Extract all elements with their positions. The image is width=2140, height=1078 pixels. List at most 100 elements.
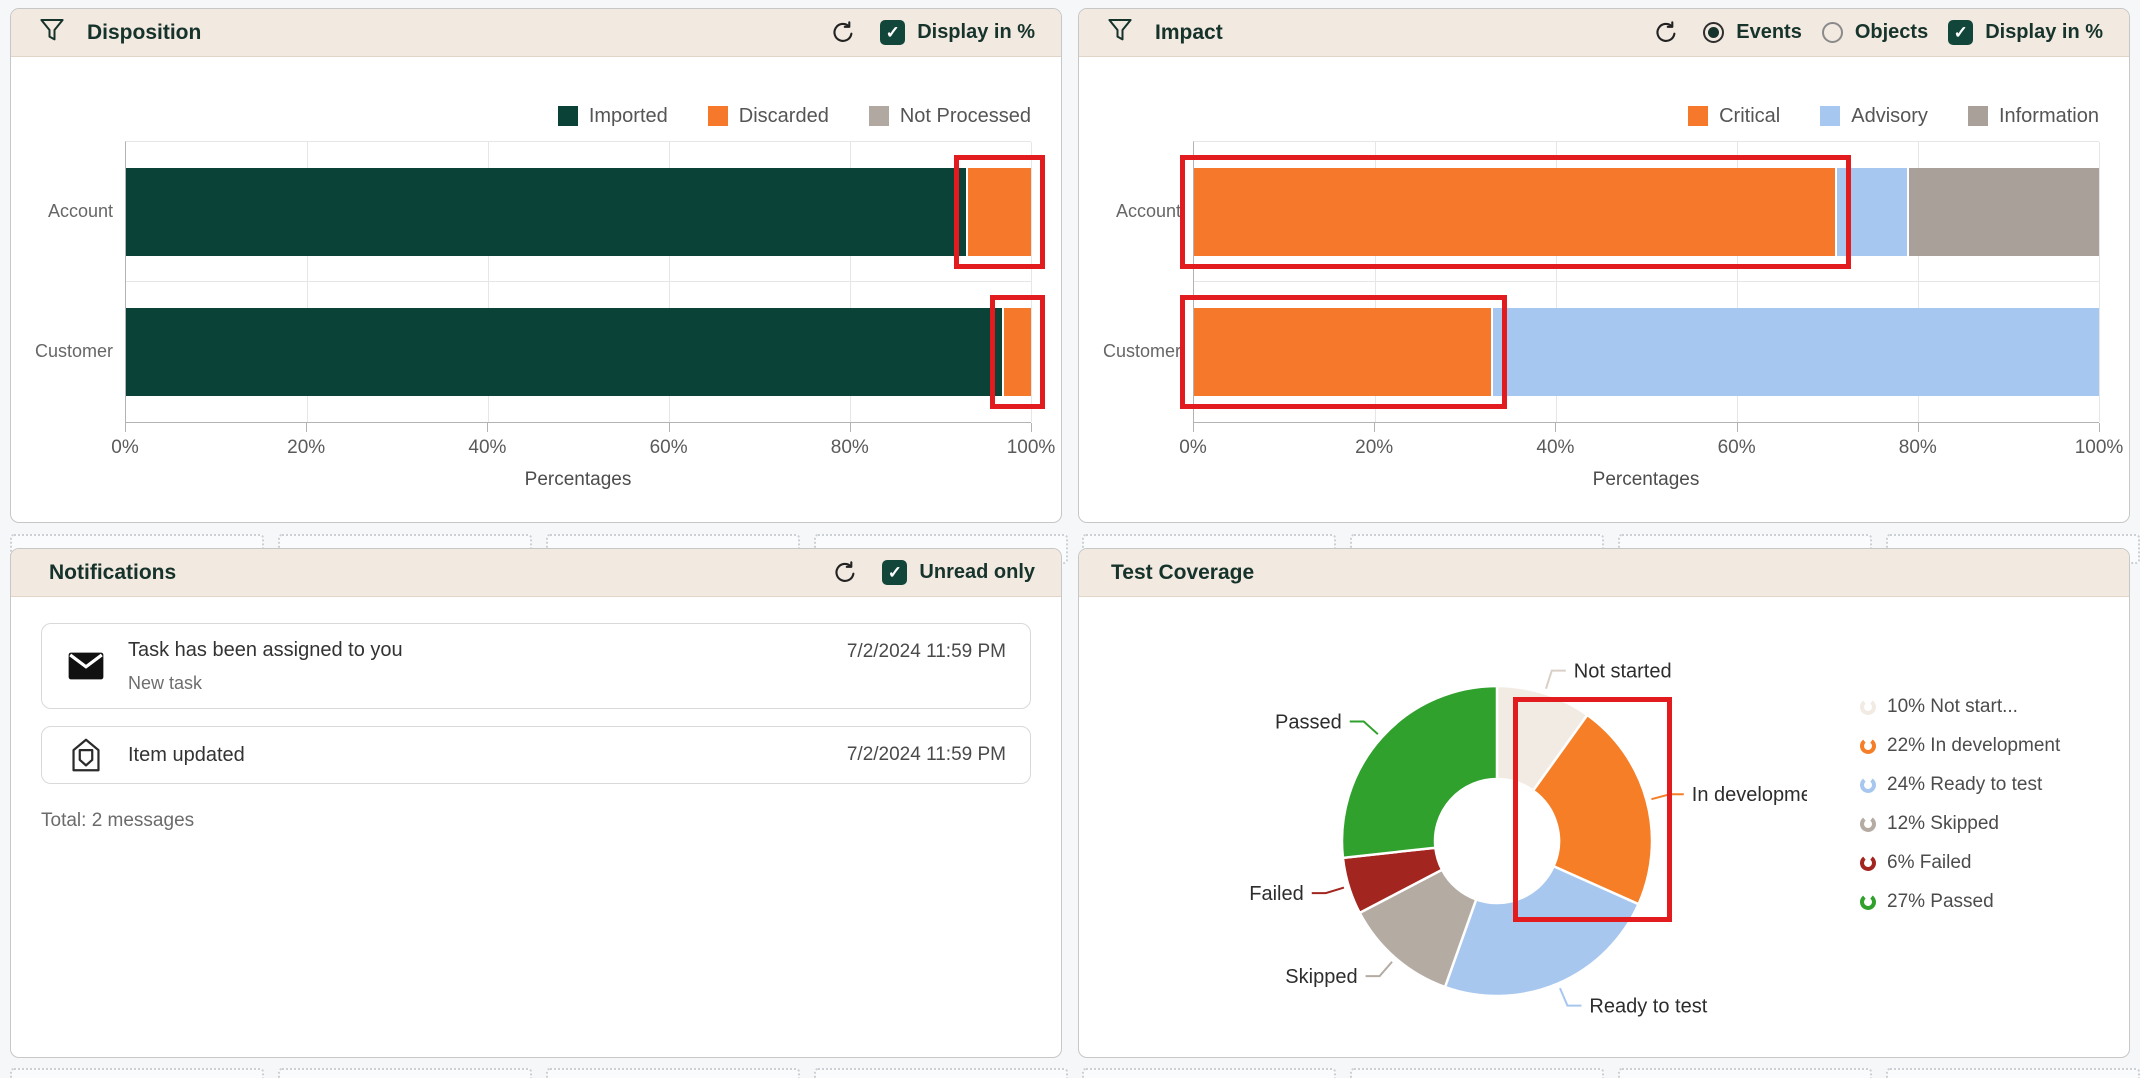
tick-label: 100%: [2074, 437, 2124, 458]
coverage-ring-icon: [1860, 699, 1876, 715]
notification-item[interactable]: Task has been assigned to you New task 7…: [41, 623, 1031, 709]
test-coverage-header: Test Coverage: [1079, 549, 2129, 597]
category-label: Account: [1115, 200, 1181, 221]
category-label: Account: [47, 200, 113, 221]
refresh-button[interactable]: [828, 556, 862, 590]
donut-slice-ready-to-test[interactable]: [1443, 864, 1641, 998]
tick-mark: [1555, 423, 1557, 432]
bar-account: [1194, 168, 2099, 256]
legend-item-information[interactable]: Information: [1967, 105, 2099, 128]
legend-item-critical[interactable]: Critical: [1688, 105, 1780, 128]
display-in-pct-checkbox[interactable]: [1948, 20, 1974, 45]
coverage-legend-item-failed[interactable]: 6% Failed: [1859, 849, 2094, 876]
display-in-pct-checkbox[interactable]: [880, 20, 906, 45]
events-radio[interactable]: [1703, 22, 1725, 43]
legend-swatch: [1820, 106, 1841, 126]
segment-account-critical[interactable]: [1194, 168, 1837, 256]
bar-customer: [1194, 308, 2099, 396]
test-coverage-panel: Test Coverage Not started In development R…: [1078, 548, 2130, 1058]
segment-customer-advisory[interactable]: [1492, 308, 2099, 396]
gridline: [2099, 142, 2100, 422]
segment-account-discarded[interactable]: [967, 168, 1031, 256]
legend-label: Advisory: [1851, 104, 1928, 127]
legend-item-not-processed[interactable]: Not Processed: [868, 105, 1031, 128]
notification-text: Item updated: [128, 744, 847, 767]
notification-title: Task has been assigned to you: [128, 638, 403, 661]
impact-panel: Impact Events Objects Display in % Criti…: [1078, 8, 2130, 523]
panel-title: Test Coverage: [1111, 560, 1255, 584]
tick-label: 40%: [1536, 437, 1575, 458]
notifications-total: Total: 2 messages: [41, 810, 195, 831]
tick-mark: [306, 423, 308, 432]
category-axis: Account Customer: [25, 141, 125, 423]
legend-label: Imported: [588, 104, 668, 127]
donut-slice-label: Not started: [1574, 661, 1672, 683]
filter-icon[interactable]: [1105, 15, 1135, 50]
display-in-pct-label: Display in %: [1985, 21, 2103, 43]
legend-item-advisory[interactable]: Advisory: [1820, 105, 1928, 128]
chart-legend: Imported Discarded Not Processed: [25, 101, 1031, 131]
coverage-legend-label: 22% In development: [1887, 735, 2061, 756]
donut-label-connector: [1545, 669, 1566, 689]
gridline: [669, 142, 670, 422]
legend-item-discarded[interactable]: Discarded: [707, 105, 829, 128]
segment-customer-discarded[interactable]: [1003, 308, 1031, 396]
placeholder-box: [1886, 1068, 2140, 1078]
bar-band: [1194, 142, 2099, 282]
notification-item[interactable]: Item updated 7/2/2024 11:59 PM: [41, 726, 1031, 784]
coverage-legend-item-ready-to-test[interactable]: 24% Ready to test: [1859, 771, 2094, 798]
axis-title: Percentages: [1592, 469, 1700, 490]
tick-mark: [2099, 423, 2100, 432]
placeholder-box: [10, 1068, 264, 1078]
bar-account: [126, 168, 1031, 256]
unread-only-label: Unread only: [919, 561, 1035, 583]
gridline: [1556, 142, 1557, 422]
test-coverage-donut-chart: Not started In development Ready to test Sk…: [1147, 649, 1829, 1049]
display-in-pct-label: Display in %: [917, 21, 1035, 43]
filter-icon[interactable]: [37, 15, 67, 50]
legend-label: Critical: [1719, 104, 1781, 127]
unread-only-checkbox[interactable]: [882, 560, 908, 585]
tick-mark: [849, 423, 851, 432]
coverage-ring-icon: [1860, 816, 1876, 832]
segment-account-information[interactable]: [1908, 168, 2099, 256]
category-label: Customer: [34, 340, 113, 361]
coverage-legend-item-not-started[interactable]: 10% Not start...: [1859, 693, 2094, 720]
legend-item-imported[interactable]: Imported: [557, 104, 668, 128]
segment-customer-imported[interactable]: [126, 308, 1004, 396]
notification-text: Task has been assigned to you New task: [128, 639, 847, 694]
donut-slice-passed[interactable]: [1340, 684, 1499, 860]
coverage-legend-item-in-development[interactable]: 22% In development: [1859, 732, 2094, 759]
bar-band: [126, 142, 1031, 282]
gridline: [1031, 142, 1032, 422]
segment-account-imported[interactable]: [126, 168, 968, 256]
coverage-legend-item-passed[interactable]: 27% Passed: [1859, 888, 2094, 915]
disposition-panel: Disposition Display in % Imported Discard…: [10, 8, 1062, 523]
axis-title: Percentages: [524, 469, 632, 490]
legend-swatch: [868, 106, 889, 126]
gridline: [1918, 142, 1919, 422]
panel-title: Disposition: [87, 20, 202, 44]
notifications-panel: Notifications Unread only Task has been …: [10, 548, 1062, 1058]
donut-label-connector: [1311, 886, 1345, 895]
segment-customer-critical[interactable]: [1194, 308, 1493, 396]
coverage-ring-icon: [1860, 855, 1876, 871]
refresh-button[interactable]: [1649, 16, 1683, 50]
segment-account-advisory[interactable]: [1836, 168, 1909, 256]
donut-label-connector: [1365, 961, 1393, 978]
donut-label-connector: [1349, 720, 1379, 735]
donut-slice-label: Skipped: [1285, 966, 1357, 988]
tick-label: 40%: [468, 437, 507, 458]
bar-band: [1194, 282, 2099, 422]
gridline: [1375, 142, 1376, 422]
category-label: Customer: [1102, 340, 1181, 361]
coverage-legend-item-skipped[interactable]: 12% Skipped: [1859, 810, 2094, 837]
disposition-body: Imported Discarded Not Processed Account Cus…: [11, 101, 1061, 522]
objects-radio[interactable]: [1821, 22, 1843, 43]
donut-slice-in-development[interactable]: [1531, 713, 1654, 906]
refresh-button[interactable]: [826, 16, 860, 50]
x-axis: 0% 20% 40% 60% 80% 100%: [111, 423, 1055, 467]
notifications-header: Notifications Unread only: [11, 549, 1061, 597]
coverage-legend-label: 6% Failed: [1887, 852, 1972, 873]
